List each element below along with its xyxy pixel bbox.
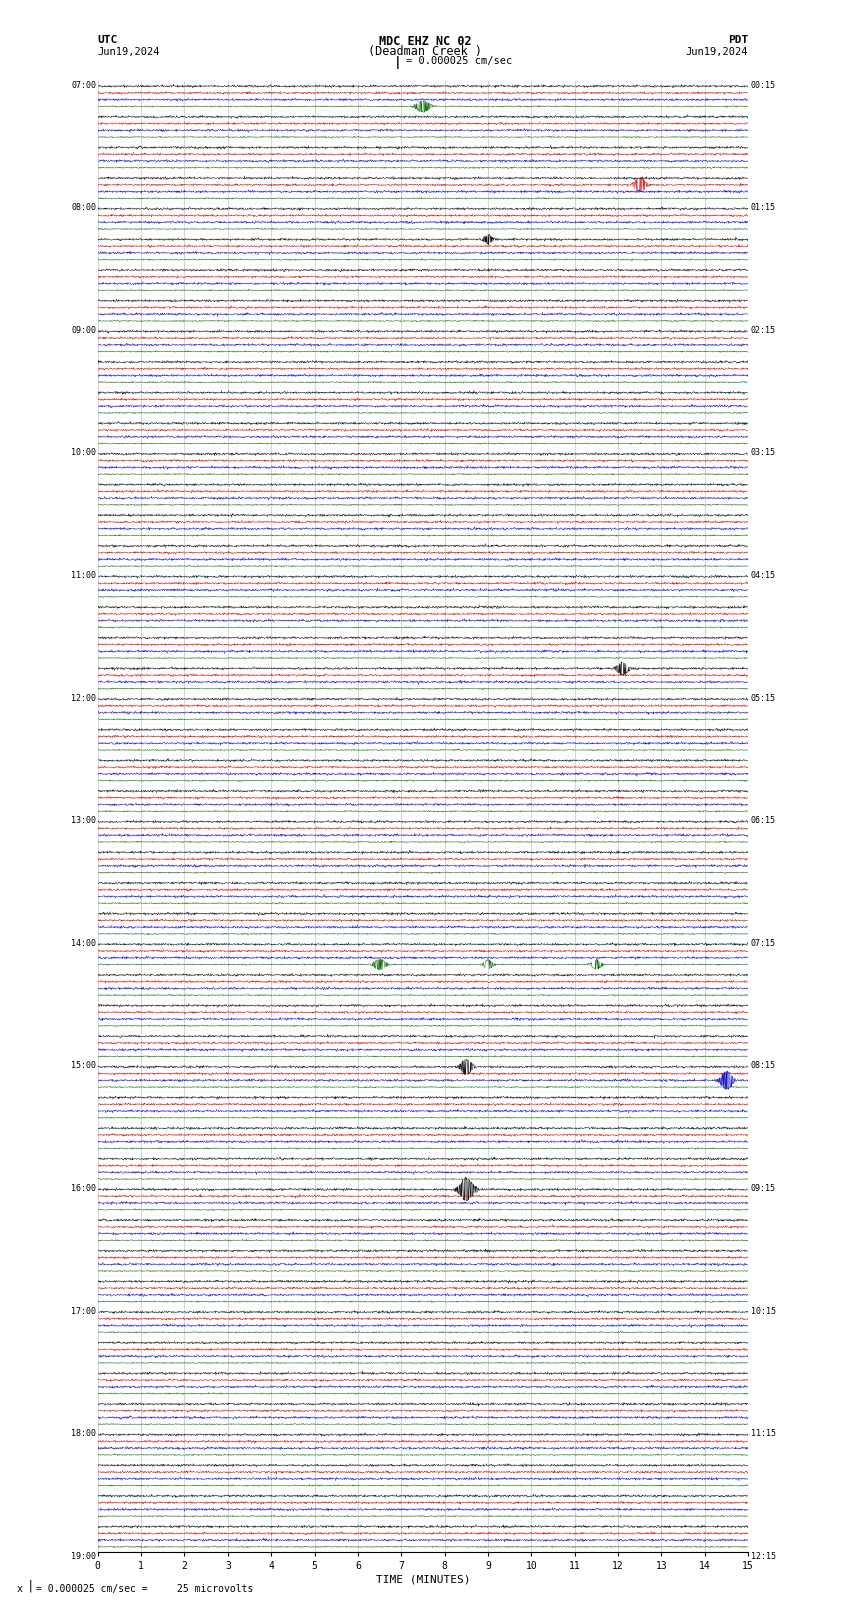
Text: 03:15: 03:15 <box>751 448 775 458</box>
Text: 02:15: 02:15 <box>751 326 775 336</box>
Text: 08:00: 08:00 <box>71 203 96 213</box>
Text: x: x <box>17 1584 23 1594</box>
Text: (Deadman Creek ): (Deadman Creek ) <box>368 45 482 58</box>
Text: 11:15: 11:15 <box>751 1429 775 1439</box>
Text: 13:00: 13:00 <box>71 816 96 826</box>
Text: 16:00: 16:00 <box>71 1184 96 1194</box>
Text: Jun19,2024: Jun19,2024 <box>685 47 748 56</box>
Text: |: | <box>394 56 401 69</box>
Text: PDT: PDT <box>728 35 748 45</box>
Text: 18:00: 18:00 <box>71 1429 96 1439</box>
Text: 09:00: 09:00 <box>71 326 96 336</box>
Text: UTC: UTC <box>98 35 118 45</box>
Text: Jun19,2024: Jun19,2024 <box>98 47 161 56</box>
Text: 10:15: 10:15 <box>751 1307 775 1316</box>
Text: = 0.000025 cm/sec: = 0.000025 cm/sec <box>406 56 513 66</box>
Text: 01:15: 01:15 <box>751 203 775 213</box>
Text: 06:15: 06:15 <box>751 816 775 826</box>
Text: 14:00: 14:00 <box>71 939 96 948</box>
Text: 09:15: 09:15 <box>751 1184 775 1194</box>
Text: 07:00: 07:00 <box>71 81 96 90</box>
Text: 17:00: 17:00 <box>71 1307 96 1316</box>
Text: 00:15: 00:15 <box>751 81 775 90</box>
Text: |: | <box>27 1579 35 1592</box>
Text: 12:15: 12:15 <box>751 1552 775 1561</box>
Text: 12:00: 12:00 <box>71 694 96 703</box>
Text: 05:15: 05:15 <box>751 694 775 703</box>
Text: 10:00: 10:00 <box>71 448 96 458</box>
Text: 04:15: 04:15 <box>751 571 775 581</box>
Text: 19:00: 19:00 <box>71 1552 96 1561</box>
Text: = 0.000025 cm/sec =     25 microvolts: = 0.000025 cm/sec = 25 microvolts <box>36 1584 253 1594</box>
Text: 11:00: 11:00 <box>71 571 96 581</box>
X-axis label: TIME (MINUTES): TIME (MINUTES) <box>376 1574 470 1586</box>
Text: 07:15: 07:15 <box>751 939 775 948</box>
Text: 15:00: 15:00 <box>71 1061 96 1071</box>
Text: 08:15: 08:15 <box>751 1061 775 1071</box>
Text: MDC EHZ NC 02: MDC EHZ NC 02 <box>379 35 471 48</box>
